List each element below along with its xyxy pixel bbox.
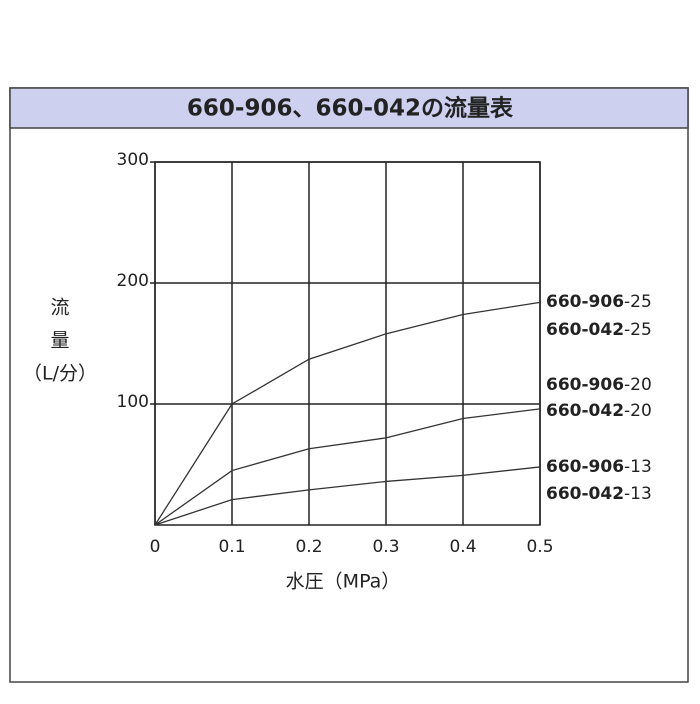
line-label: 660-042-20 bbox=[546, 401, 652, 421]
label-model: 660-906 bbox=[546, 292, 624, 312]
chart-title: 660-906、660-042の流量表 bbox=[187, 95, 514, 122]
line-label: 660-906-25 bbox=[546, 292, 652, 312]
label-size: -25 bbox=[624, 292, 652, 312]
title-band bbox=[9, 87, 689, 129]
x-tick-label: 0.1 bbox=[218, 537, 245, 557]
label-model: 660-906 bbox=[546, 375, 624, 395]
label-model: 660-042 bbox=[546, 401, 624, 421]
line-label: 660-042-25 bbox=[546, 320, 652, 340]
x-tick-label: 0.4 bbox=[449, 537, 476, 557]
label-model: 660-906 bbox=[546, 457, 624, 477]
line-label: 660-042-13 bbox=[546, 484, 652, 504]
x-tick-label: 0.2 bbox=[295, 537, 322, 557]
y-tick-label: 100 bbox=[117, 392, 149, 412]
label-model: 660-042 bbox=[546, 484, 624, 504]
y-tick-label: 200 bbox=[117, 271, 149, 291]
x-tick-label: 0 bbox=[150, 537, 161, 557]
y-axis-label: 流 bbox=[50, 297, 69, 319]
data-line bbox=[154, 408, 541, 526]
frame bbox=[9, 87, 689, 683]
data-line bbox=[154, 466, 541, 526]
label-model: 660-042 bbox=[546, 320, 624, 340]
data-line bbox=[154, 301, 541, 526]
y-axis-label: （L/分） bbox=[23, 363, 97, 385]
label-size: -13 bbox=[624, 484, 652, 504]
line-label: 660-906-13 bbox=[546, 457, 652, 477]
label-size: -20 bbox=[624, 401, 652, 421]
label-size: -20 bbox=[624, 375, 652, 395]
x-tick-label: 0.5 bbox=[526, 537, 553, 557]
label-size: -13 bbox=[624, 457, 652, 477]
x-axis-label: 水圧（MPa） bbox=[286, 571, 401, 593]
y-axis-label: 量 bbox=[50, 330, 69, 352]
label-size: -25 bbox=[624, 320, 652, 340]
line-label: 660-906-20 bbox=[546, 375, 652, 395]
x-tick-label: 0.3 bbox=[372, 537, 399, 557]
y-tick-label: 300 bbox=[117, 150, 149, 170]
